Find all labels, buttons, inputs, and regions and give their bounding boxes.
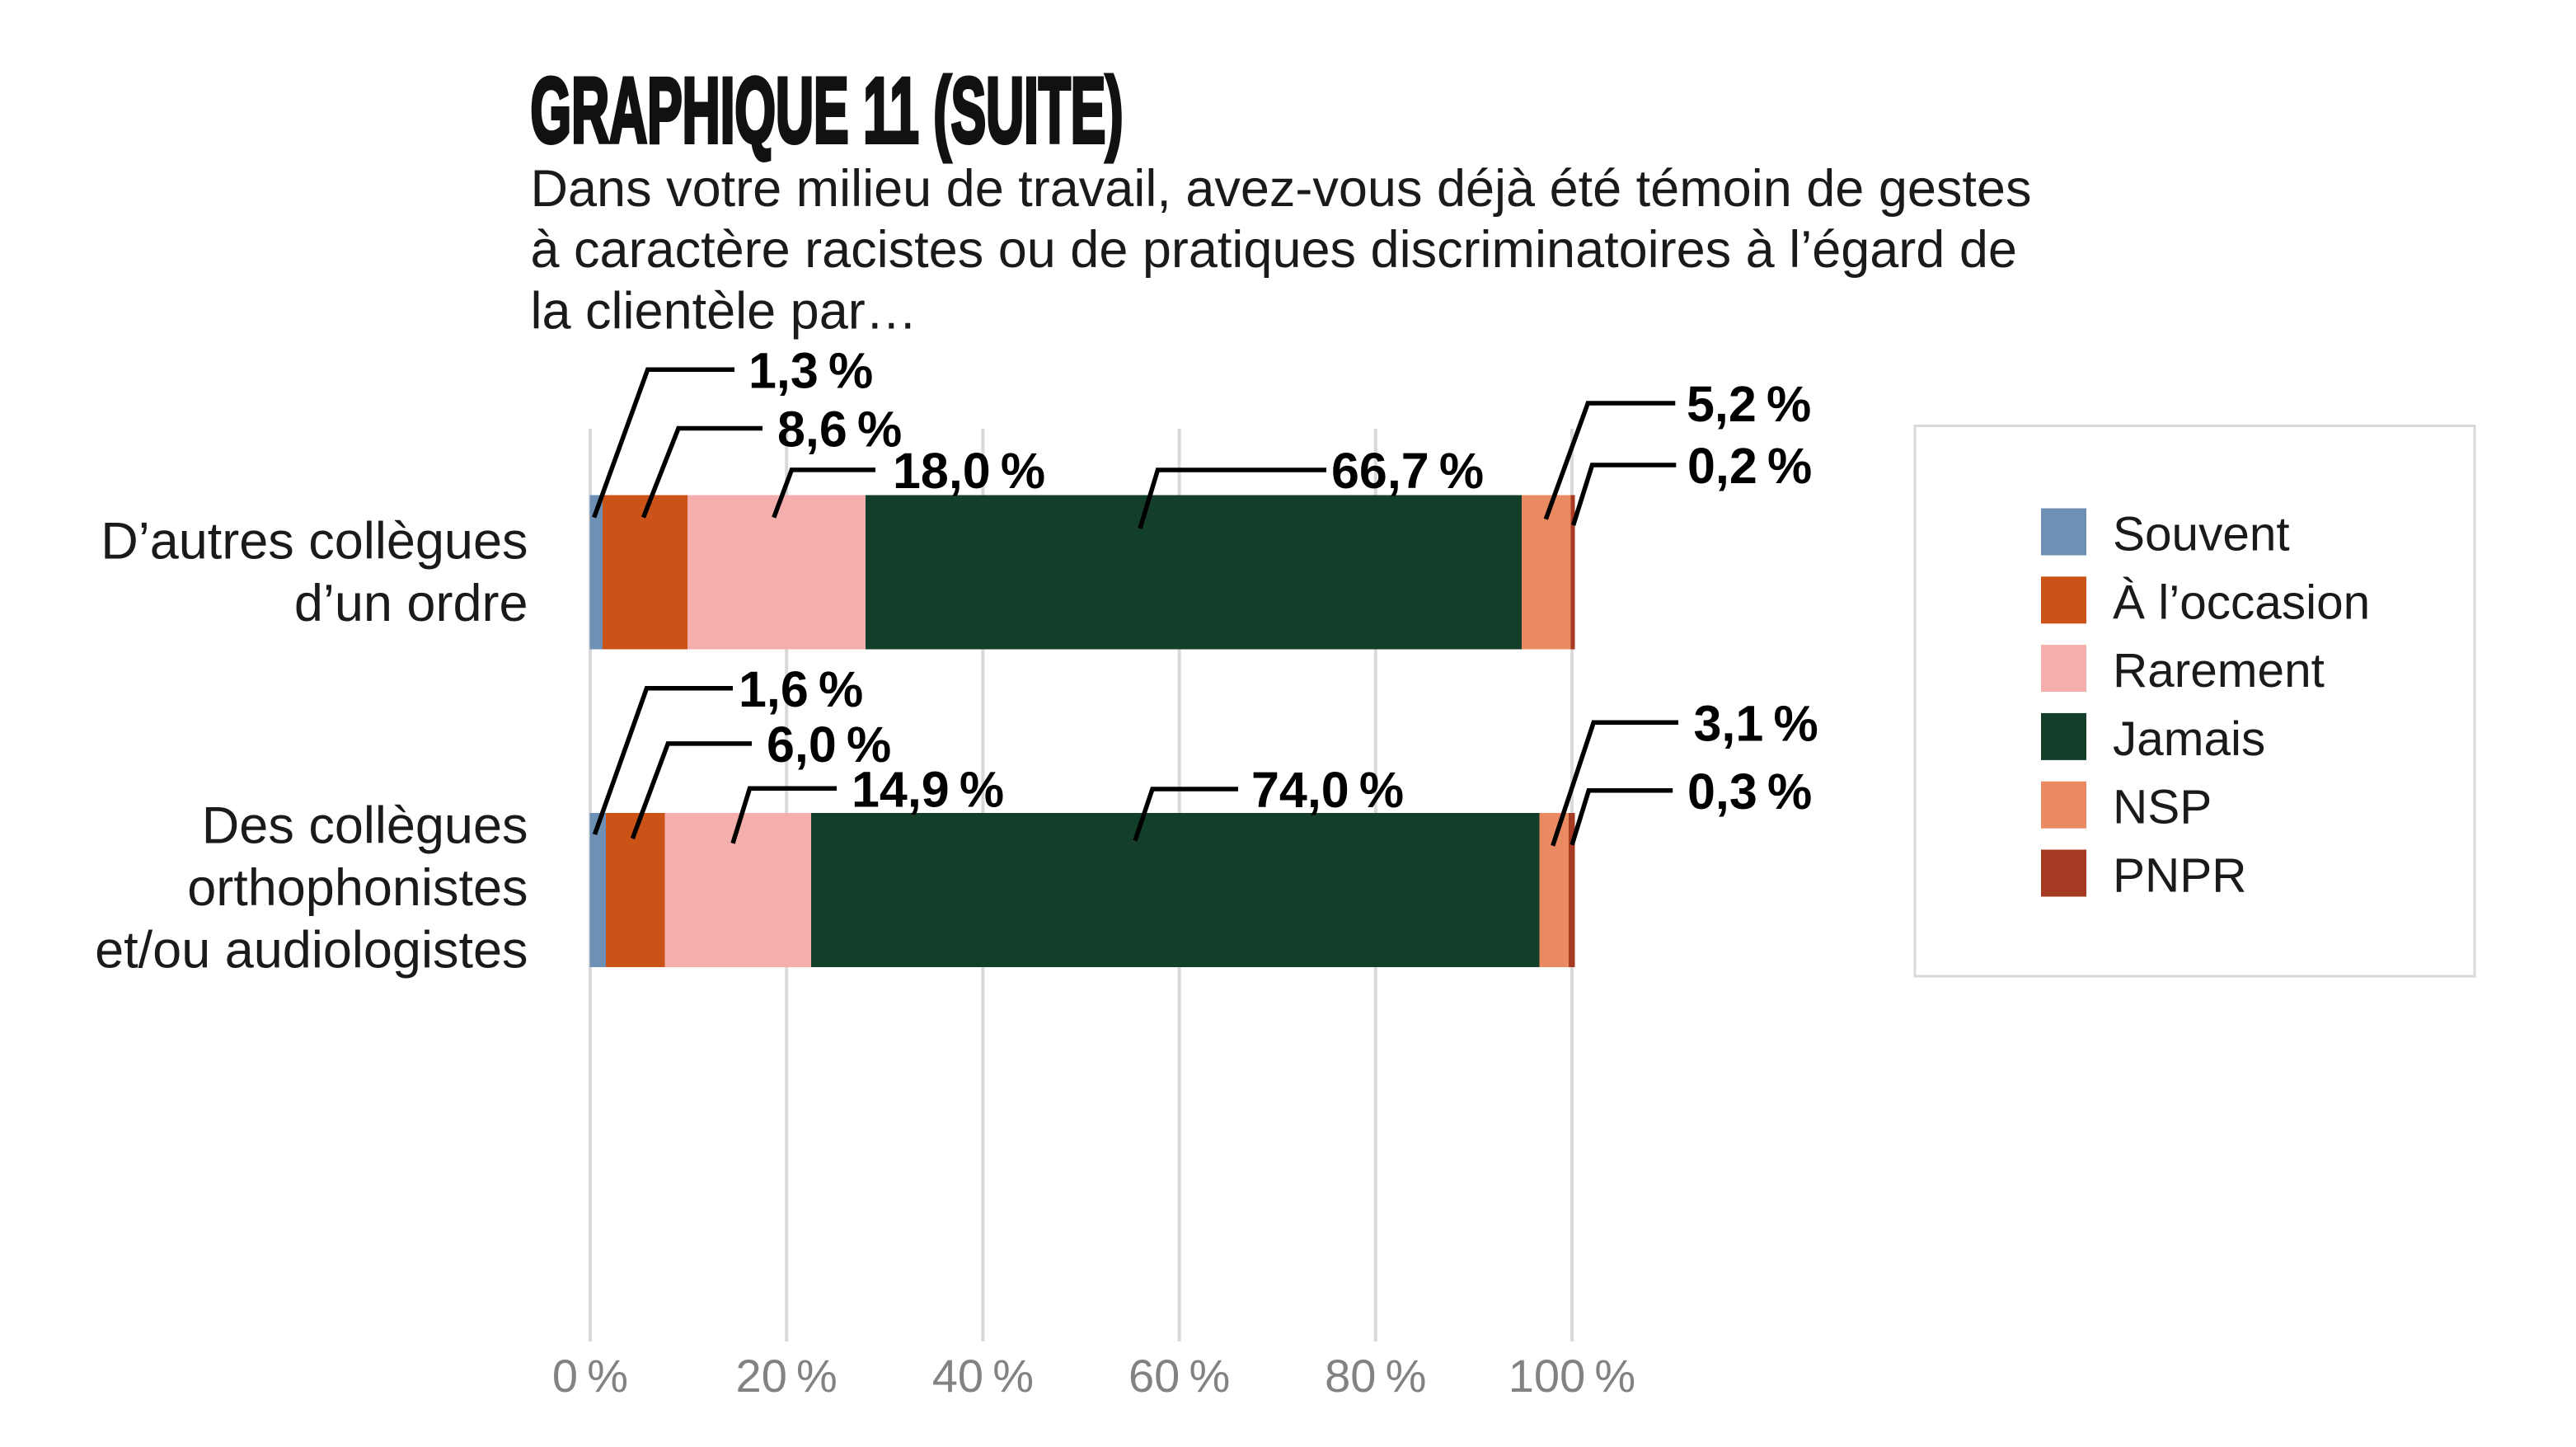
svg-text:orthophonistes: orthophonistes: [187, 859, 528, 917]
svg-text:Rarement: Rarement: [2113, 644, 2325, 698]
svg-text:PNPR: PNPR: [2113, 849, 2247, 903]
svg-text:0,3 %: 0,3 %: [1687, 763, 1812, 820]
svg-text:80 %: 80 %: [1325, 1350, 1426, 1402]
svg-text:40 %: 40 %: [932, 1350, 1034, 1402]
svg-text:NSP: NSP: [2113, 781, 2212, 834]
svg-text:66,7 %: 66,7 %: [1331, 443, 1484, 499]
svg-text:Jamais: Jamais: [2113, 712, 2265, 766]
svg-text:20 %: 20 %: [736, 1350, 838, 1402]
svg-text:18,0 %: 18,0 %: [893, 443, 1045, 499]
svg-text:GRAPHIQUE 11 (SUITE): GRAPHIQUE 11 (SUITE): [531, 59, 1124, 162]
svg-text:d’un ordre: d’un ordre: [294, 575, 528, 632]
svg-text:À l’occasion: À l’occasion: [2113, 576, 2370, 629]
svg-text:0,2 %: 0,2 %: [1687, 438, 1812, 494]
svg-text:et/ou audiologistes: et/ou audiologistes: [95, 921, 528, 979]
svg-text:74,0 %: 74,0 %: [1251, 762, 1404, 818]
svg-text:8,6 %: 8,6 %: [777, 402, 902, 458]
svg-text:1,6 %: 1,6 %: [739, 661, 863, 717]
svg-text:D’autres collègues: D’autres collègues: [101, 513, 528, 571]
svg-text:Des collègues: Des collègues: [202, 796, 528, 854]
svg-text:Souvent: Souvent: [2113, 508, 2290, 561]
svg-text:1,3 %: 1,3 %: [748, 342, 873, 398]
svg-text:la clientèle par…: la clientèle par…: [531, 282, 917, 340]
svg-text:60 %: 60 %: [1128, 1350, 1230, 1402]
svg-text:100 %: 100 %: [1509, 1350, 1635, 1402]
svg-text:14,9 %: 14,9 %: [852, 762, 1004, 818]
svg-text:5,2 %: 5,2 %: [1687, 376, 1811, 432]
svg-text:3,1 %: 3,1 %: [1694, 696, 1818, 752]
svg-text:à caractère racistes ou de pra: à caractère racistes ou de pratiques dis…: [531, 221, 2017, 279]
svg-text:Dans votre milieu de travail,: Dans votre milieu de travail, avez-vous …: [531, 160, 2032, 218]
svg-text:0 %: 0 %: [552, 1350, 628, 1402]
svg-text:6,0 %: 6,0 %: [767, 716, 891, 773]
